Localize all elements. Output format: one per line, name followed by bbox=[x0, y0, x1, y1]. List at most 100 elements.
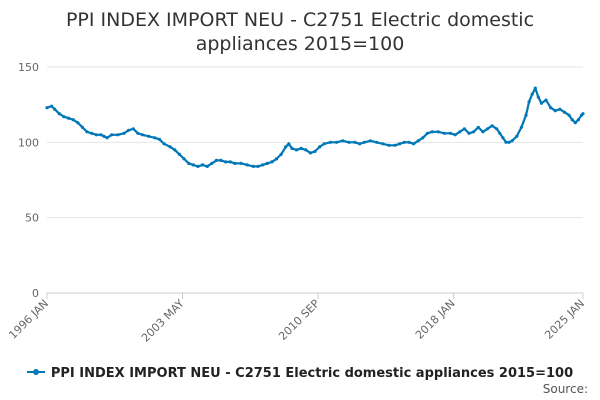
data-point[interactable] bbox=[122, 131, 126, 135]
data-point[interactable] bbox=[182, 157, 186, 161]
data-point[interactable] bbox=[387, 143, 391, 147]
data-point[interactable] bbox=[290, 146, 294, 150]
data-point[interactable] bbox=[322, 142, 326, 146]
data-point[interactable] bbox=[224, 160, 228, 164]
data-point[interactable] bbox=[412, 142, 416, 146]
data-point[interactable] bbox=[261, 163, 265, 167]
data-point[interactable] bbox=[510, 139, 514, 143]
data-point[interactable] bbox=[157, 137, 161, 141]
data-point[interactable] bbox=[362, 140, 366, 144]
data-point[interactable] bbox=[335, 140, 339, 144]
data-point[interactable] bbox=[462, 127, 466, 131]
data-point[interactable] bbox=[147, 134, 151, 138]
data-point[interactable] bbox=[507, 140, 511, 144]
data-point[interactable] bbox=[287, 142, 291, 146]
data-point[interactable] bbox=[177, 152, 182, 156]
data-point[interactable] bbox=[476, 125, 480, 129]
data-point[interactable] bbox=[448, 131, 453, 135]
data-point[interactable] bbox=[453, 133, 457, 137]
data-point[interactable] bbox=[270, 160, 274, 164]
data-point[interactable] bbox=[467, 131, 471, 135]
data-point[interactable] bbox=[210, 161, 214, 165]
data-point[interactable] bbox=[430, 130, 434, 134]
data-point[interactable] bbox=[570, 118, 574, 122]
data-point[interactable] bbox=[375, 140, 379, 144]
data-point[interactable] bbox=[576, 118, 581, 122]
data-point[interactable] bbox=[80, 125, 84, 129]
data-point[interactable] bbox=[504, 140, 508, 144]
data-point[interactable] bbox=[558, 107, 562, 111]
data-point[interactable] bbox=[544, 98, 548, 102]
data-point[interactable] bbox=[162, 142, 166, 146]
data-point[interactable] bbox=[127, 128, 131, 132]
data-point[interactable] bbox=[347, 140, 351, 144]
data-point[interactable] bbox=[498, 131, 502, 135]
data-point[interactable] bbox=[136, 131, 140, 135]
legend[interactable]: PPI INDEX IMPORT NEU - C2751 Electric do… bbox=[0, 366, 600, 381]
series-line[interactable] bbox=[45, 87, 585, 168]
data-point[interactable] bbox=[131, 127, 135, 131]
data-point[interactable] bbox=[519, 125, 524, 129]
data-point[interactable] bbox=[533, 86, 537, 90]
data-point[interactable] bbox=[553, 109, 557, 113]
data-point[interactable] bbox=[407, 140, 411, 144]
data-point[interactable] bbox=[318, 145, 322, 149]
data-point[interactable] bbox=[187, 161, 191, 165]
data-point[interactable] bbox=[90, 131, 94, 135]
data-point[interactable] bbox=[153, 136, 157, 140]
data-point[interactable] bbox=[573, 121, 577, 125]
data-point[interactable] bbox=[402, 140, 406, 144]
data-point[interactable] bbox=[219, 158, 223, 162]
data-point[interactable] bbox=[233, 161, 237, 165]
data-point[interactable] bbox=[313, 149, 317, 153]
data-point[interactable] bbox=[567, 113, 571, 117]
data-point[interactable] bbox=[398, 142, 402, 146]
data-point[interactable] bbox=[251, 164, 255, 168]
data-point[interactable] bbox=[481, 130, 485, 134]
data-point[interactable] bbox=[110, 133, 114, 137]
data-point[interactable] bbox=[256, 164, 260, 168]
data-point[interactable] bbox=[353, 140, 357, 144]
data-point[interactable] bbox=[416, 139, 420, 143]
data-point[interactable] bbox=[549, 106, 553, 110]
data-point[interactable] bbox=[50, 104, 54, 108]
data-point[interactable] bbox=[205, 164, 209, 168]
data-point[interactable] bbox=[472, 130, 476, 134]
data-point[interactable] bbox=[328, 140, 332, 144]
data-point[interactable] bbox=[85, 130, 89, 134]
data-point[interactable] bbox=[581, 112, 585, 116]
data-point[interactable] bbox=[76, 121, 80, 125]
data-point[interactable] bbox=[265, 161, 269, 165]
data-point[interactable] bbox=[527, 100, 531, 104]
data-point[interactable] bbox=[140, 133, 145, 137]
data-point[interactable] bbox=[358, 142, 362, 146]
data-point[interactable] bbox=[299, 146, 303, 150]
data-point[interactable] bbox=[284, 145, 288, 149]
data-point[interactable] bbox=[228, 160, 232, 164]
data-point[interactable] bbox=[102, 134, 106, 138]
data-point[interactable] bbox=[173, 148, 177, 152]
data-point[interactable] bbox=[191, 163, 195, 167]
data-point[interactable] bbox=[536, 95, 540, 99]
data-point[interactable] bbox=[304, 148, 308, 152]
data-point[interactable] bbox=[495, 127, 499, 131]
data-point[interactable] bbox=[239, 161, 243, 165]
data-point[interactable] bbox=[341, 139, 345, 143]
data-point[interactable] bbox=[501, 136, 505, 140]
data-point[interactable] bbox=[274, 157, 279, 161]
data-point[interactable] bbox=[94, 133, 98, 137]
data-point[interactable] bbox=[308, 151, 312, 155]
data-point[interactable] bbox=[245, 163, 249, 167]
data-point[interactable] bbox=[539, 101, 544, 105]
data-point[interactable] bbox=[421, 136, 425, 140]
data-point[interactable] bbox=[71, 118, 75, 122]
data-point[interactable] bbox=[279, 152, 283, 156]
data-point[interactable] bbox=[99, 133, 103, 137]
data-point[interactable] bbox=[201, 163, 205, 167]
data-point[interactable] bbox=[515, 134, 519, 138]
data-point[interactable] bbox=[562, 110, 567, 114]
data-point[interactable] bbox=[214, 158, 218, 162]
data-point[interactable] bbox=[425, 131, 429, 135]
data-point[interactable] bbox=[168, 145, 172, 149]
data-point[interactable] bbox=[436, 130, 440, 134]
